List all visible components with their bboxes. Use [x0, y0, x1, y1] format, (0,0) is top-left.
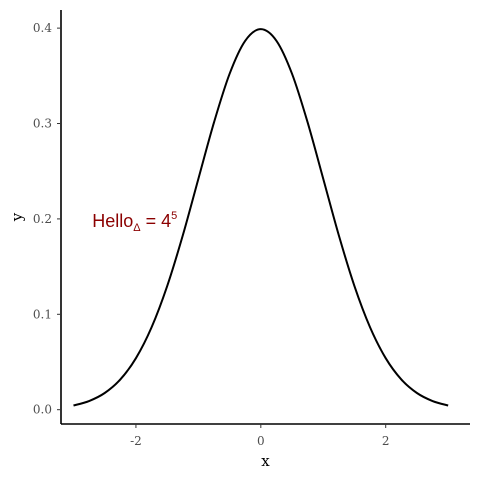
annotation-superscript: 5	[171, 210, 177, 222]
x-axis-ticks: -2 0 2	[130, 424, 390, 448]
y-tick-label: 0.0	[33, 403, 52, 417]
x-tick-label: 0	[257, 434, 265, 448]
annotation-base: Hello	[92, 211, 133, 231]
x-axis-title: x	[261, 452, 270, 470]
y-axis-ticks: 0.0 0.1 0.2 0.3 0.4	[33, 21, 61, 417]
plot-area	[73, 28, 449, 407]
x-tick-label: 2	[382, 434, 390, 448]
curve-annotation: HelloΔ = 45	[92, 210, 177, 234]
y-tick-label: 0.4	[33, 21, 52, 35]
density-curve	[73, 28, 449, 407]
y-tick-label: 0.1	[33, 307, 52, 321]
y-tick-label: 0.2	[33, 212, 52, 226]
x-tick-label: -2	[130, 434, 142, 448]
y-axis-title: y	[8, 212, 26, 222]
y-tick-label: 0.3	[33, 117, 52, 131]
annotation-subscript: Δ	[133, 222, 141, 234]
annotation-middle: = 4	[141, 211, 172, 231]
